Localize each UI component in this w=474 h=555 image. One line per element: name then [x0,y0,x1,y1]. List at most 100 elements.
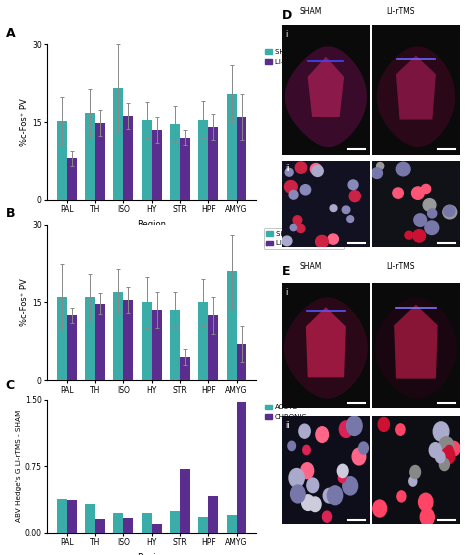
Circle shape [448,441,460,456]
Bar [57,297,67,380]
Bar [237,402,246,533]
Bar [152,524,162,533]
Circle shape [377,163,383,169]
Circle shape [348,180,358,190]
Bar [95,519,105,533]
Circle shape [293,216,302,224]
Bar [170,310,180,380]
Text: SHAM: SHAM [299,262,322,271]
Circle shape [328,234,338,244]
Y-axis label: %c-Fos⁺ PV: %c-Fos⁺ PV [20,98,29,146]
Circle shape [420,508,434,526]
Circle shape [411,187,424,199]
Circle shape [288,441,295,451]
Circle shape [397,491,406,502]
Circle shape [289,468,304,487]
Circle shape [428,209,437,218]
Bar [208,127,218,200]
Polygon shape [284,298,367,398]
Text: *: * [263,241,269,251]
Text: ii: ii [285,164,290,173]
Circle shape [372,168,383,179]
Circle shape [316,427,328,442]
Bar [57,499,67,533]
Bar [113,513,123,533]
Circle shape [446,446,453,455]
Bar [123,518,133,533]
Circle shape [433,422,449,441]
Circle shape [413,230,426,242]
Circle shape [349,191,360,201]
Circle shape [441,447,455,464]
Circle shape [322,511,331,522]
Circle shape [285,168,293,176]
X-axis label: Region: Region [137,400,166,409]
Circle shape [328,486,343,504]
Circle shape [396,162,410,176]
Circle shape [346,416,362,436]
Y-axis label: %c-Fos⁺ PV: %c-Fos⁺ PV [20,279,29,326]
Bar [170,124,180,200]
Circle shape [343,477,357,495]
Polygon shape [395,305,437,378]
Text: ii: ii [285,421,290,430]
Bar [227,271,237,380]
Text: A: A [6,27,15,39]
Circle shape [414,214,427,226]
Circle shape [409,476,417,486]
Circle shape [300,185,310,195]
Bar [67,315,77,380]
Legend: ACUTE, CHRONIC: ACUTE, CHRONIC [264,403,308,421]
Circle shape [282,236,292,246]
Polygon shape [397,56,435,119]
Bar [142,120,152,200]
Polygon shape [308,58,343,117]
Circle shape [301,463,314,478]
Circle shape [312,165,323,176]
Circle shape [439,458,449,471]
Circle shape [393,188,403,198]
Bar [199,517,208,533]
Circle shape [339,421,353,437]
Circle shape [421,184,431,194]
Circle shape [316,235,328,248]
Polygon shape [307,308,345,377]
Bar [67,500,77,533]
Bar [85,113,95,200]
Circle shape [405,231,413,239]
Text: i: i [285,288,288,297]
Circle shape [438,437,454,456]
Circle shape [309,497,321,512]
Bar [85,297,95,380]
Text: D: D [282,9,292,22]
Bar [57,120,67,200]
Text: B: B [6,207,15,220]
X-axis label: Region: Region [137,220,166,229]
Y-axis label: ABV Hedge's G LI-rTMS - SHAM: ABV Hedge's G LI-rTMS - SHAM [16,410,22,522]
Circle shape [295,162,307,173]
Bar [237,344,246,380]
Circle shape [289,190,298,199]
Bar [113,292,123,380]
Bar [208,315,218,380]
Circle shape [373,500,387,517]
Circle shape [444,205,455,216]
Circle shape [436,451,445,463]
Polygon shape [376,298,456,398]
Circle shape [429,443,441,458]
Bar [142,302,152,380]
Bar [237,117,246,200]
Bar [152,310,162,380]
Bar [208,496,218,533]
Bar [142,513,152,533]
Circle shape [323,488,335,503]
Circle shape [347,216,354,223]
X-axis label: Region: Region [137,553,166,555]
Bar [180,138,190,200]
Circle shape [378,417,390,431]
Circle shape [330,205,337,211]
Legend: SHAM - ACUTE, LI-rTMS - ACUTE: SHAM - ACUTE, LI-rTMS - ACUTE [264,48,332,66]
Bar [227,94,237,200]
Circle shape [297,224,305,233]
Bar [199,302,208,380]
